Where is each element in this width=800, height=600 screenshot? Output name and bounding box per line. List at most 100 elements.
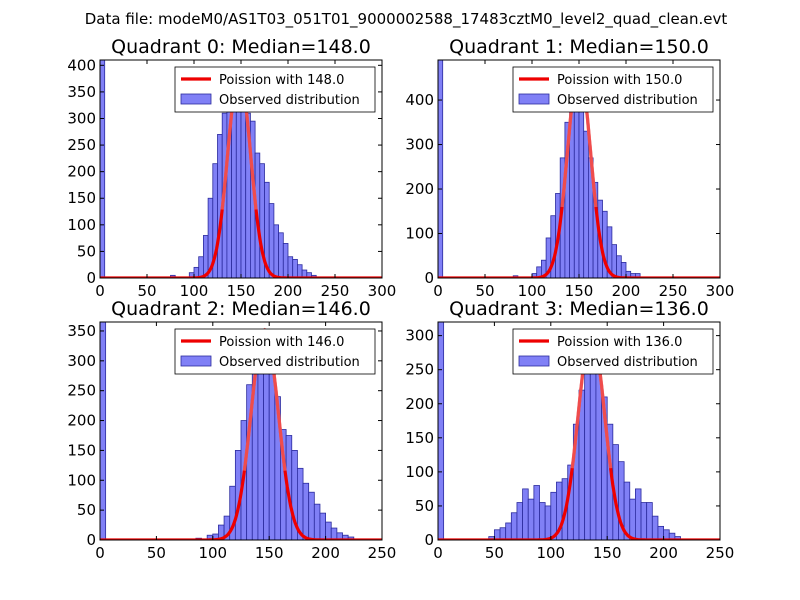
y-tick-label: 0 [86, 269, 96, 287]
y-tick-label: 200 [405, 180, 434, 198]
histogram-bar [522, 488, 529, 540]
legend: Poission with 136.0 Observed distribution [512, 328, 714, 375]
histogram-bar [629, 498, 636, 540]
subplot-title: Quadrant 0: Median=148.0 [111, 36, 371, 58]
x-tick-label: 100 [518, 282, 547, 300]
histogram-bar [510, 512, 518, 540]
legend: Poission with 150.0 Observed distribution [512, 66, 714, 113]
subplot-0: Quadrant 0: Median=148.0 0 50 100 150 200 250 3… [67, 36, 396, 300]
histogram-bar [319, 512, 326, 540]
histogram-bar [100, 322, 107, 540]
x-tick-label: 200 [311, 544, 340, 562]
y-tick-label: 50 [77, 501, 96, 519]
histogram-bar [635, 488, 642, 540]
legend-bar-swatch [518, 355, 550, 367]
y-tick-label: 200 [67, 163, 96, 181]
histogram-bar [533, 485, 540, 540]
y-tick-label: 300 [67, 352, 96, 370]
histogram-bar [325, 521, 332, 540]
histogram-bar [235, 83, 242, 278]
x-tick-label: 100 [198, 544, 227, 562]
legend-label-poisson: Poission with 146.0 [219, 335, 344, 350]
subplot-3: Quadrant 3: Median=136.0 0 50 100 150 200 250 0… [405, 298, 734, 562]
x-tick-label: 250 [706, 544, 735, 562]
x-tick-label: 0 [95, 544, 105, 562]
x-tick-label: 200 [612, 282, 641, 300]
histogram-bar [438, 60, 444, 278]
y-tick-label: 250 [67, 382, 96, 400]
legend: Poission with 148.0 Observed distribution [174, 66, 376, 113]
y-tick-label: 200 [67, 412, 96, 430]
legend-label-observed: Observed distribution [219, 355, 360, 370]
y-tick-label: 50 [415, 497, 434, 515]
legend-box [512, 66, 714, 113]
y-tick-label: 300 [67, 109, 96, 127]
histogram-bar [616, 255, 622, 278]
histogram-bar [640, 502, 648, 540]
x-tick-label: 150 [227, 282, 256, 300]
histogram-bar [438, 322, 445, 540]
histogram-bar [302, 482, 310, 540]
subplot-1: Quadrant 1: Median=150.0 0 50 100 150 200 250 3… [405, 36, 734, 300]
histogram-bar [589, 348, 597, 540]
x-tick-label: 150 [593, 544, 622, 562]
histogram-bar [646, 502, 653, 540]
legend-box [174, 66, 376, 113]
histogram-bar [516, 502, 524, 540]
x-tick-label: 100 [536, 544, 565, 562]
histogram-bar [240, 96, 247, 278]
histogram-bar [268, 203, 275, 278]
histogram-bar [539, 502, 546, 540]
histogram-bar [273, 224, 279, 278]
y-tick-label: 250 [405, 361, 434, 379]
y-tick-label: 300 [405, 327, 434, 345]
figure-suptitle: Data file: modeM0/AS1T03_051T01_90000025… [85, 10, 728, 29]
y-tick-label: 150 [67, 189, 96, 207]
x-tick-label: 0 [95, 282, 105, 300]
legend-box [174, 328, 376, 375]
legend: Poission with 146.0 Observed distribution [174, 328, 376, 375]
y-tick-label: 400 [67, 56, 96, 74]
histogram-bar [292, 258, 298, 278]
histogram-bar [584, 369, 591, 540]
legend-label-observed: Observed distribution [219, 93, 360, 108]
y-tick-label: 0 [86, 531, 96, 549]
x-tick-label: 50 [147, 544, 166, 562]
histogram-bar [287, 256, 294, 278]
plot-area [438, 322, 720, 540]
legend-bar-swatch [180, 93, 212, 105]
y-tick-label: 50 [77, 242, 96, 260]
x-tick-label: 150 [565, 282, 594, 300]
legend-label-poisson: Poission with 150.0 [557, 73, 682, 88]
histogram-bar [198, 256, 204, 278]
histogram-bar [308, 491, 315, 540]
x-tick-label: 250 [368, 544, 397, 562]
legend-box [512, 328, 714, 375]
histogram-bar [527, 498, 535, 540]
y-tick-label: 350 [67, 322, 96, 340]
x-tick-label: 50 [475, 282, 494, 300]
histogram-bar [578, 97, 585, 278]
histogram-bar [100, 60, 106, 278]
y-tick-label: 200 [405, 395, 434, 413]
histogram-bar [635, 273, 641, 278]
y-tick-label: 150 [67, 441, 96, 459]
x-tick-label: 200 [274, 282, 303, 300]
legend-label-observed: Observed distribution [557, 93, 698, 108]
x-tick-label: 150 [255, 544, 284, 562]
subplot-title: Quadrant 1: Median=150.0 [449, 36, 709, 58]
subplot-title: Quadrant 2: Median=146.0 [111, 298, 371, 320]
y-tick-label: 100 [405, 463, 434, 481]
histogram-bar [657, 525, 665, 540]
x-tick-label: 100 [180, 282, 209, 300]
subplot-2: Quadrant 2: Median=146.0 0 50 100 150 200 250 0… [67, 298, 396, 562]
histogram-bar [278, 232, 284, 278]
y-tick-label: 400 [405, 91, 434, 109]
histogram-bar [313, 503, 321, 540]
x-tick-label: 250 [321, 282, 350, 300]
histogram-bar [583, 130, 589, 278]
x-tick-label: 50 [485, 544, 504, 562]
legend-bar-swatch [180, 355, 212, 367]
y-tick-label: 0 [424, 269, 434, 287]
